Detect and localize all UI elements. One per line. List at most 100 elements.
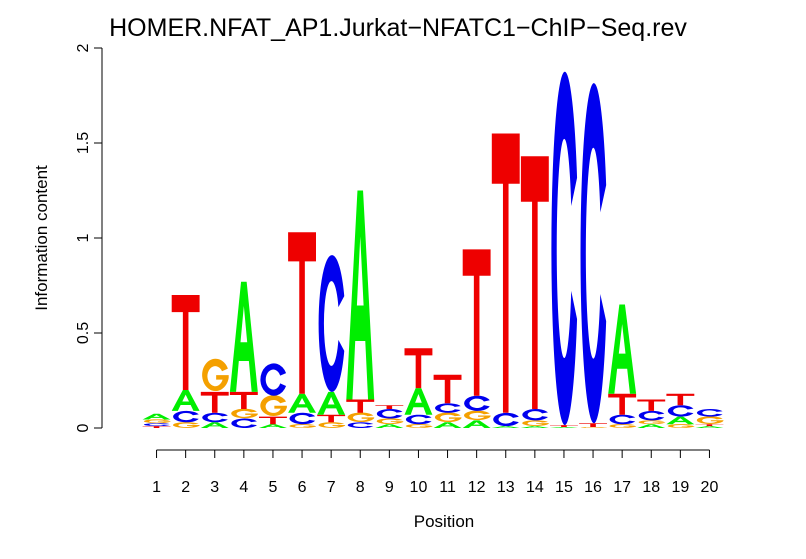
logo-letter-pos2-A [171, 390, 200, 411]
x-tick-label: 1 [152, 479, 161, 496]
x-tick-label: 3 [210, 479, 219, 496]
logo-letter-pos5-A [259, 424, 287, 428]
x-tick-label: 17 [613, 479, 631, 496]
logo-letter-pos7-T [317, 414, 346, 423]
y-tick-label: 2 [75, 43, 92, 52]
logo-letter-pos20-C [696, 409, 723, 417]
logo-letter-pos14-C [522, 409, 548, 421]
x-tick-label: 5 [268, 479, 277, 496]
logo-letter-pos14-A [520, 426, 549, 428]
logo-letter-pos7-C [318, 255, 345, 392]
logo-letter-pos8-C [347, 422, 374, 428]
logo-letter-pos2-C [173, 410, 199, 423]
logo-letter-pos1-C [143, 423, 170, 427]
chart-title: HOMER.NFAT_AP1.Jurkat−NFATC1−ChIP−Seq.re… [109, 14, 687, 42]
logo-letter-pos3-C [202, 412, 228, 423]
logo-letter-pos17-T [608, 393, 637, 415]
logo-letter-pos4-T [229, 391, 258, 409]
logo-letter-pos16-G [580, 427, 607, 428]
logo-letter-pos9-G [376, 418, 404, 425]
logo-letter-pos16-C [580, 83, 607, 424]
logo-letter-pos11-C [434, 403, 461, 413]
y-tick-label: 1 [75, 233, 92, 242]
x-tick-label: 16 [584, 479, 602, 496]
x-tick-label: 12 [468, 479, 486, 496]
logo-letter-pos4-C [231, 418, 257, 428]
logo-letter-pos5-G [260, 395, 287, 417]
logo-letter-pos3-T [200, 391, 229, 413]
logo-letter-pos5-C [260, 363, 287, 396]
logo-letter-pos20-G [696, 416, 724, 424]
y-tick-label: 1.5 [75, 132, 92, 154]
logo-letter-pos7-G [318, 422, 346, 428]
x-tick-label: 13 [497, 479, 515, 496]
logo-letter-pos9-C [376, 409, 403, 419]
logo-letter-pos19-T [666, 393, 695, 406]
logo-letter-pos13-T [491, 133, 520, 413]
x-tick-label: 14 [526, 479, 544, 496]
x-tick-label: 20 [701, 479, 719, 496]
logo-letter-pos6-G [289, 424, 316, 428]
logo-letter-pos14-G [522, 420, 549, 426]
logo-letter-pos4-A [229, 281, 258, 392]
logo-letter-pos11-T [433, 374, 462, 404]
x-tick-label: 15 [555, 479, 573, 496]
x-axis: 1 2 3 4 5 6 7 8 9 10 11 12 13 14 15 16 17 18 19 20 [152, 449, 719, 496]
logo-letter-pos4-G [231, 408, 258, 419]
logo-letter-pos10-T [404, 348, 433, 389]
logo-letter-pos18-G [638, 420, 666, 425]
logo-letter-pos6-T [288, 232, 316, 394]
logo-letter-pos3-A [200, 422, 229, 428]
logo-letter-pos19-C [667, 405, 694, 417]
logo-letter-pos8-T [346, 399, 375, 413]
logo-letter-pos12-C [464, 395, 490, 411]
logo-letter-pos17-A [608, 304, 637, 394]
x-tick-label: 8 [356, 479, 365, 496]
logo-letter-pos13-C [493, 412, 519, 427]
x-tick-label: 11 [439, 479, 456, 496]
x-tick-label: 18 [642, 479, 660, 496]
logo-letter-pos15-C [551, 71, 578, 426]
logo-letter-pos17-G [609, 424, 637, 428]
logo-letter-pos2-G [173, 422, 200, 428]
logo-letter-pos2-T [171, 295, 200, 390]
logo-letter-pos11-A [433, 422, 462, 428]
logo-letter-pos20-T [695, 424, 724, 427]
logo-letter-pos18-A [637, 424, 666, 428]
logo-letter-pos7-A [317, 391, 346, 415]
logo-letter-pos16-T [579, 423, 607, 428]
logo-letter-pos1-G [143, 419, 171, 424]
logo-letter-pos3-G [202, 358, 229, 392]
logo-letter-pos13-A [491, 426, 520, 428]
logo-letter-pos10-G [405, 424, 433, 428]
logo-letter-pos9-A [375, 424, 404, 428]
logo-letter-pos8-G [347, 412, 375, 423]
x-tick-label: 2 [181, 479, 190, 496]
x-axis-label: Position [414, 512, 474, 531]
logo-letter-pos20-A [695, 426, 724, 428]
x-tick-label: 19 [671, 479, 689, 496]
logo-letter-pos12-G [464, 410, 491, 421]
logo-letter-pos10-C [405, 414, 432, 425]
x-tick-label: 4 [239, 479, 248, 496]
logo-letter-pos18-T [637, 399, 666, 411]
x-tick-label: 9 [385, 479, 394, 496]
logo-letter-pos17-C [609, 414, 636, 425]
y-axis-label: Information content [32, 165, 51, 311]
logo-letter-pos1-A [142, 413, 171, 420]
y-tick-label: 0.5 [75, 322, 92, 344]
x-tick-label: 6 [298, 479, 307, 496]
logo-letter-pos10-A [404, 388, 433, 415]
logo-letter-pos14-T [520, 156, 549, 409]
y-tick-label: 0 [75, 423, 92, 432]
logo-letter-pos12-T [462, 249, 491, 396]
logo-letter-pos19-G [667, 424, 695, 428]
logo-letter-pos11-G [434, 412, 462, 423]
logo-letter-pos6-A [288, 393, 316, 413]
logo-letter-pos1-T [142, 426, 171, 428]
y-axis: 0 0.5 1 1.5 2 [75, 43, 103, 432]
logo-letter-pos5-T [259, 416, 287, 425]
logo-letters [142, 71, 724, 428]
logo-letter-pos6-C [289, 412, 316, 425]
